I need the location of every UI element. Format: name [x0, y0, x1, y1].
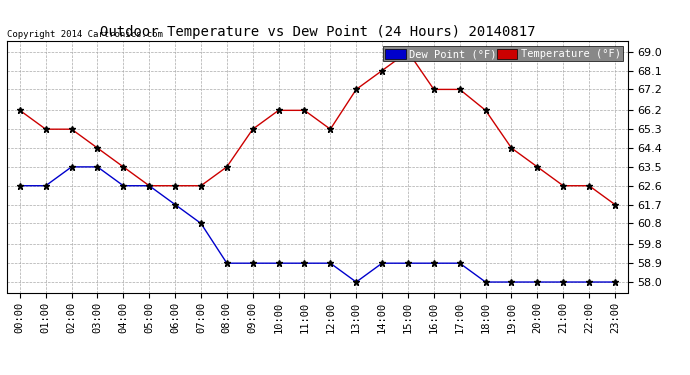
Legend: Dew Point (°F), Temperature (°F): Dew Point (°F), Temperature (°F) — [383, 46, 622, 62]
Title: Outdoor Temperature vs Dew Point (24 Hours) 20140817: Outdoor Temperature vs Dew Point (24 Hou… — [99, 25, 535, 39]
Text: Copyright 2014 Cartronics.com: Copyright 2014 Cartronics.com — [7, 30, 163, 39]
